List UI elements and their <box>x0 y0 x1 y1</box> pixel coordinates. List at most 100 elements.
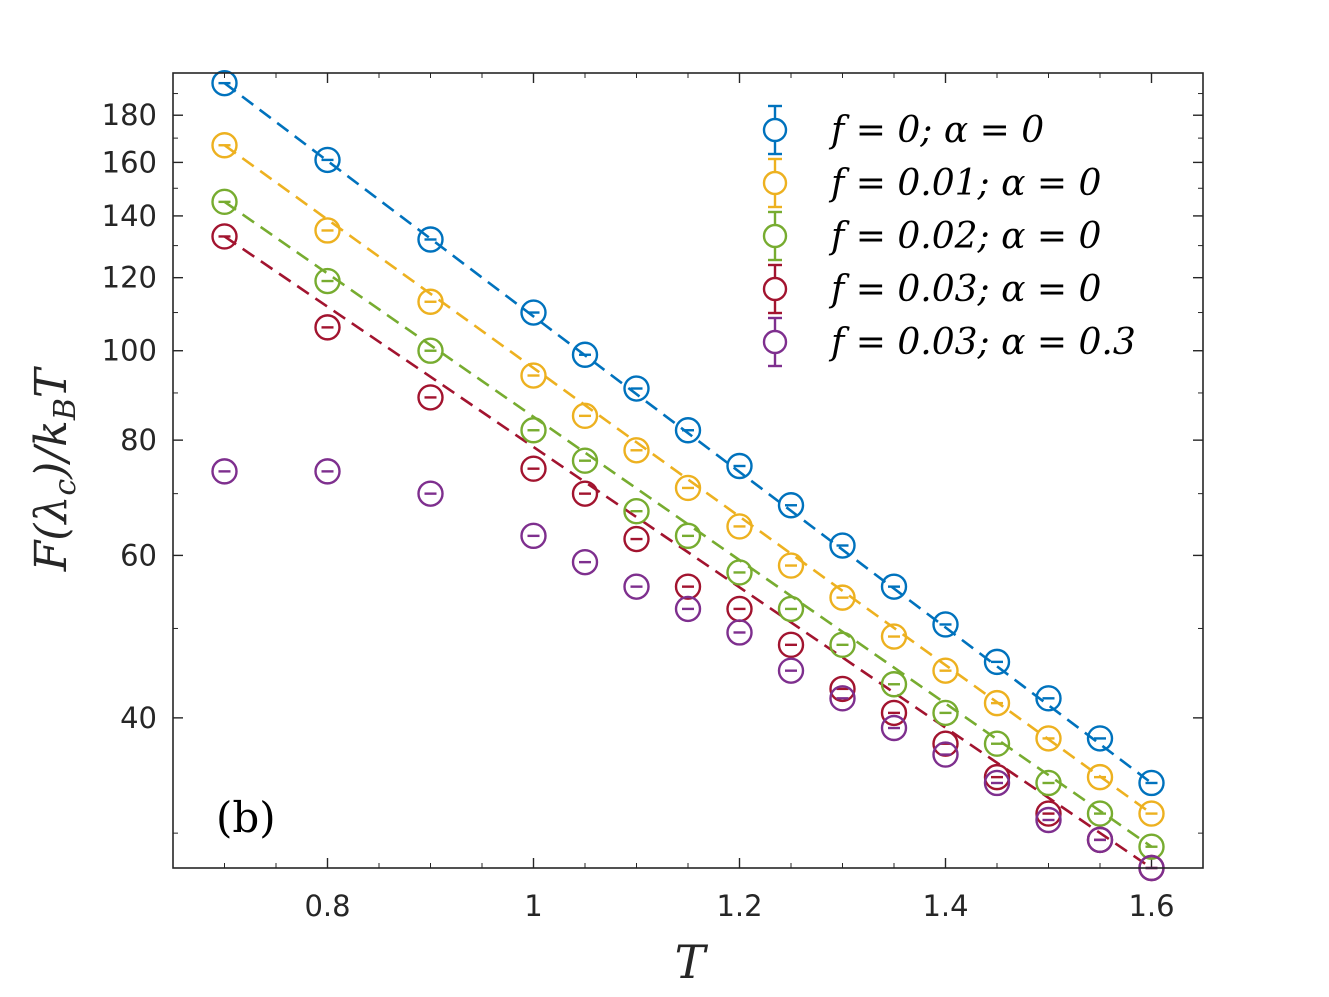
data-point <box>623 437 650 464</box>
legend-marker <box>762 170 788 196</box>
point-marker <box>417 337 444 364</box>
point-marker <box>623 573 650 600</box>
legend-entry: f = 0.03; α = 0 <box>762 263 1101 315</box>
point-marker <box>314 146 341 174</box>
data-point <box>314 314 341 341</box>
data-point <box>1086 725 1114 752</box>
data-point <box>520 362 547 389</box>
data-point <box>726 513 753 540</box>
x-axis-title: T <box>675 935 709 989</box>
data-point <box>520 522 547 550</box>
point-marker <box>829 631 856 659</box>
point-marker <box>983 730 1011 757</box>
data-point <box>829 685 856 712</box>
data-point <box>623 573 650 600</box>
tick-labels: 0.8 1 1.2 1.4 1.6 40 60 80 100 120 140 160 180 <box>102 98 1175 923</box>
point-marker <box>674 573 702 600</box>
point-marker <box>726 452 753 480</box>
y-tick-label: 80 <box>120 423 157 457</box>
point-marker <box>520 362 547 389</box>
data-points <box>211 69 1165 882</box>
legend-marker <box>762 329 788 355</box>
data-point <box>211 223 238 250</box>
data-point <box>880 699 908 727</box>
point-marker <box>1035 769 1062 797</box>
point-marker <box>674 595 702 623</box>
data-point <box>417 226 444 253</box>
point-marker <box>880 623 908 650</box>
data-point <box>983 648 1011 676</box>
legend-marker <box>762 223 788 249</box>
point-marker <box>417 288 444 315</box>
plot-frame <box>172 72 1204 869</box>
point-marker <box>777 552 805 579</box>
point-marker <box>983 648 1011 676</box>
point-marker <box>314 267 341 295</box>
point-marker <box>1035 725 1062 752</box>
point-marker <box>777 631 805 659</box>
y-tick-label: 160 <box>102 145 157 179</box>
data-point <box>777 595 805 623</box>
point-marker <box>932 657 959 684</box>
point-marker <box>1138 800 1165 827</box>
point-marker <box>314 217 341 244</box>
data-point <box>983 763 1011 791</box>
legend-entry: f = 0.03; α = 0.3 <box>762 316 1136 368</box>
legend-entry: f = 0.01; α = 0 <box>762 157 1101 209</box>
y-tick-label: 140 <box>102 199 157 233</box>
data-point <box>880 671 908 698</box>
data-point <box>777 552 805 579</box>
data-point <box>571 402 599 430</box>
data-point <box>314 458 341 485</box>
data-point <box>1086 826 1114 854</box>
point-marker <box>726 619 753 646</box>
data-point <box>674 573 702 600</box>
data-point <box>1086 800 1114 827</box>
point-marker <box>571 447 599 474</box>
legend: f = 0; α = 0 f = 0.01; α = 0 f = 0.02; α =… <box>762 104 1136 368</box>
point-marker <box>726 513 753 540</box>
point-marker <box>932 611 959 638</box>
data-point <box>314 217 341 244</box>
point-marker <box>1086 826 1114 854</box>
point-marker <box>829 685 856 712</box>
data-point <box>211 132 238 159</box>
point-marker <box>314 458 341 485</box>
data-point <box>1035 800 1062 827</box>
data-point <box>983 769 1011 797</box>
data-point <box>829 675 856 703</box>
legend-marker <box>762 117 788 143</box>
data-point <box>726 619 753 646</box>
legend-label: f = 0.01; α = 0 <box>828 163 1101 204</box>
point-marker <box>520 417 547 444</box>
point-marker <box>520 455 547 482</box>
point-marker <box>571 480 599 507</box>
point-marker <box>1035 806 1062 834</box>
y-tick-label: 40 <box>120 701 157 735</box>
data-point <box>1138 769 1165 797</box>
point-marker <box>1086 800 1114 827</box>
point-marker <box>417 384 444 411</box>
data-point <box>674 474 702 502</box>
point-marker <box>829 675 856 703</box>
x-tick-label: 0.8 <box>304 889 350 923</box>
data-point <box>1035 769 1062 797</box>
data-point <box>1035 685 1062 712</box>
legend-entry: f = 0; α = 0 <box>762 104 1044 156</box>
legend-label: f = 0.03; α = 0 <box>828 269 1101 310</box>
axis-ticks <box>173 73 1203 868</box>
data-point <box>417 384 444 411</box>
point-marker <box>983 763 1011 791</box>
data-point <box>880 623 908 650</box>
point-marker <box>726 559 753 586</box>
point-marker <box>211 223 238 250</box>
point-marker <box>1086 763 1114 791</box>
point-marker <box>880 699 908 727</box>
point-marker <box>314 314 341 341</box>
point-marker <box>520 522 547 550</box>
data-point <box>314 267 341 295</box>
y-tick-label: 120 <box>102 261 157 295</box>
data-point <box>571 480 599 507</box>
data-point <box>314 146 341 174</box>
